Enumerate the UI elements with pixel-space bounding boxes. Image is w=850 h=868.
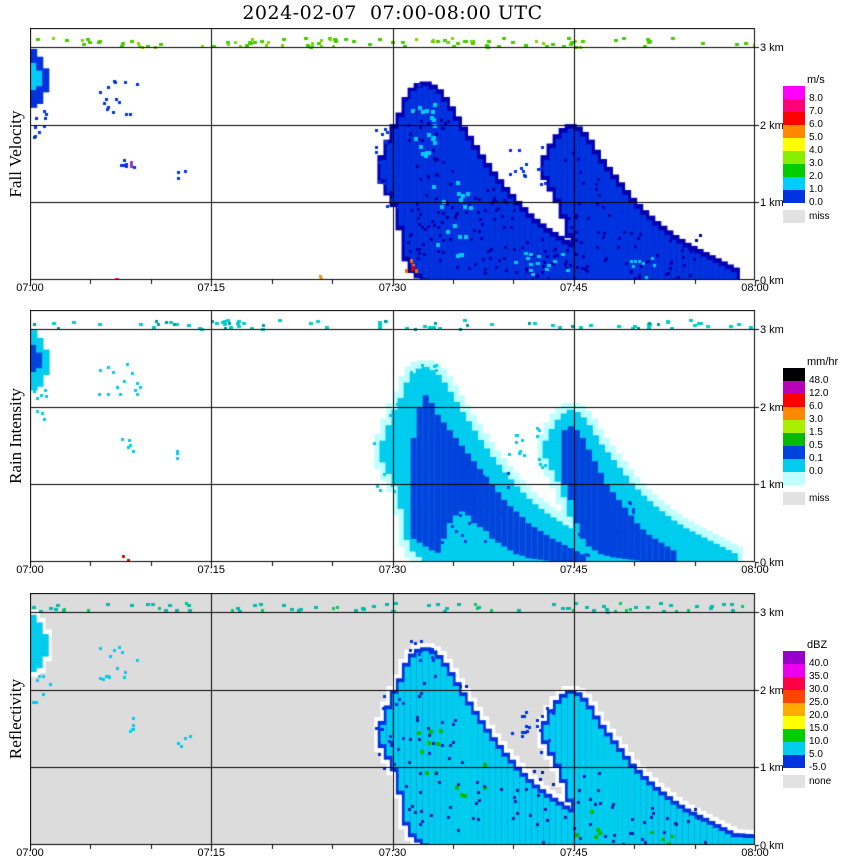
- colorbar-color-swatch: [783, 690, 805, 703]
- colorbar-color-swatch: [783, 407, 805, 420]
- colorbar-color-swatch: [783, 394, 805, 407]
- heatmap-rain-intensity: [30, 310, 763, 572]
- colorbar-color-swatch: [783, 177, 805, 190]
- colorbar-tick-label: 12.0: [809, 388, 829, 399]
- colorbar-tick-label: 25.0: [809, 697, 829, 708]
- heatmap-reflectivity: [30, 593, 763, 855]
- colorbar-tick-label: -5.0: [809, 762, 827, 773]
- colorbar-tick-label: 20.0: [809, 710, 829, 721]
- panel-rain-intensity: Rain Intensity 07:00 07:15 07:30 07:45 08:00…: [0, 310, 850, 610]
- y-tick-label: 1 km: [760, 762, 784, 775]
- colorbar-tick-label: 35.0: [809, 671, 829, 682]
- colorbar-tick-label: 5.0: [809, 749, 823, 760]
- colorbar-fall-velocity: m/s 8.0 7.0 6.0 5.0 4.0 3.0 2.0 1.0 0.0 miss: [783, 74, 847, 284]
- colorbar-reflectivity: dBZ 40.0 35.0 30.0 25.0 20.0 15.0 10.0 5.0 -5.0 no…: [783, 639, 847, 849]
- colorbar-color-swatch: [783, 446, 805, 459]
- colorbar-tick-label: 1.0: [809, 184, 823, 195]
- colorbar-tick-label: 48.0: [809, 375, 829, 386]
- colorbar-color-swatch: [783, 99, 805, 112]
- y-axis-title-reflectivity: Reflectivity: [6, 678, 25, 760]
- colorbar-tick-label: 15.0: [809, 723, 829, 734]
- colorbar-tick-label: 8.0: [809, 93, 823, 104]
- colorbar-color-swatch: [783, 368, 805, 381]
- y-tick-label: 2 km: [760, 401, 784, 414]
- colorbar-tick-label: 2.0: [809, 171, 823, 182]
- y-tick-label: 3 km: [760, 324, 784, 337]
- y-tick-label: 0 km: [760, 275, 784, 287]
- colorbar-tick-label: 4.0: [809, 145, 823, 156]
- colorbar-color-swatch: [783, 459, 805, 472]
- colorbar-unit-label: dBZ: [807, 639, 828, 651]
- colorbar-tick-label: 0.0: [809, 466, 823, 477]
- colorbar-tick-label: 5.0: [809, 132, 823, 143]
- colorbar-tick-label: 7.0: [809, 106, 823, 117]
- colorbar-missing-label: none: [809, 776, 832, 787]
- colorbar-tick-label: 1.5: [809, 427, 823, 438]
- colorbar-tick-label: 10.0: [809, 736, 829, 747]
- colorbar-color-swatch: [783, 112, 805, 125]
- y-axis-title-rain-intensity: Rain Intensity: [6, 388, 25, 484]
- colorbar-color-swatch: [783, 651, 805, 664]
- y-tick-label: 1 km: [760, 197, 784, 210]
- colorbar-color-swatch: [783, 125, 805, 138]
- colorbar-tick-label: 6.0: [809, 401, 823, 412]
- colorbar-color-swatch: [783, 729, 805, 742]
- colorbar-color-swatch: [783, 716, 805, 729]
- colorbar-tick-label: 0.0: [809, 197, 823, 208]
- colorbar-unit-label: m/s: [807, 74, 825, 86]
- colorbar-tick-label: 3.0: [809, 158, 823, 169]
- colorbar-tick-label: 3.0: [809, 414, 823, 425]
- colorbar-color-swatch: [783, 381, 805, 394]
- chart-title: 2024-02-07 07:00-08:00 UTC: [242, 2, 543, 24]
- y-tick-label: 2 km: [760, 119, 784, 132]
- y-axis-title-fall-velocity: Fall Velocity: [6, 110, 25, 198]
- y-tick-label: 3 km: [760, 42, 784, 55]
- colorbar-color-swatch: [783, 420, 805, 433]
- colorbar-missing-swatch: [783, 210, 805, 223]
- colorbar-color-swatch: [783, 472, 805, 485]
- y-tick-label: 0 km: [760, 840, 784, 852]
- colorbar-rain-intensity: mm/hr 48.0 12.0 6.0 3.0 1.5 0.5 0.1 0.0 miss: [783, 356, 847, 566]
- y-tick-label: 0 km: [760, 557, 784, 569]
- colorbar-missing-swatch: [783, 492, 805, 505]
- colorbar-tick-label: 0.5: [809, 440, 823, 451]
- colorbar-color-swatch: [783, 138, 805, 151]
- colorbar-tick-label: 0.1: [809, 453, 823, 464]
- colorbar-color-swatch: [783, 86, 805, 99]
- colorbar-color-swatch: [783, 677, 805, 690]
- colorbar-color-swatch: [783, 164, 805, 177]
- colorbar-missing-label: miss: [809, 211, 830, 222]
- colorbar-color-swatch: [783, 151, 805, 164]
- colorbar-tick-label: 30.0: [809, 684, 829, 695]
- y-tick-label: 2 km: [760, 684, 784, 697]
- panel-reflectivity: Reflectivity 07:00 07:15 07:30 07:45 08:00 3…: [0, 593, 850, 868]
- colorbar-tick-label: 40.0: [809, 658, 829, 669]
- y-tick-label: 3 km: [760, 607, 784, 620]
- colorbar-color-swatch: [783, 190, 805, 203]
- colorbar-color-swatch: [783, 703, 805, 716]
- heatmap-fall-velocity: [30, 28, 763, 290]
- colorbar-unit-label: mm/hr: [807, 356, 839, 368]
- colorbar-tick-label: 6.0: [809, 119, 823, 130]
- y-tick-label: 1 km: [760, 479, 784, 492]
- colorbar-color-swatch: [783, 664, 805, 677]
- panel-fall-velocity: Fall Velocity 07:00 07:15 07:30 07:45 08:00 …: [0, 28, 850, 328]
- colorbar-color-swatch: [783, 755, 805, 768]
- colorbar-color-swatch: [783, 742, 805, 755]
- colorbar-color-swatch: [783, 433, 805, 446]
- colorbar-missing-swatch: [783, 775, 805, 788]
- colorbar-missing-label: miss: [809, 493, 830, 504]
